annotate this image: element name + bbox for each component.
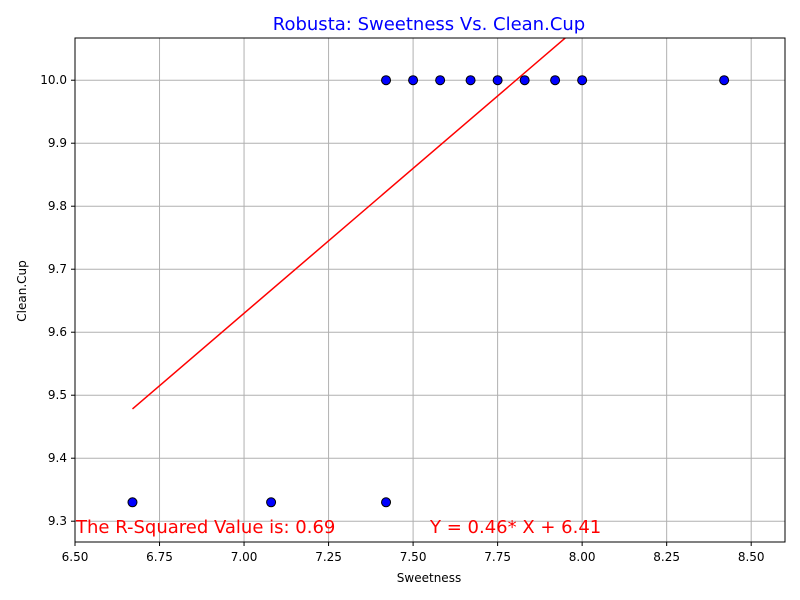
points-layer [127,75,730,508]
grid [74,38,785,542]
r-squared-annotation: The R-Squared Value is: 0.69 [75,517,335,538]
y-tick-label: 9.3 [48,514,67,528]
data-point [435,75,446,86]
y-tick-label: 9.6 [48,325,67,339]
y-tick-label: 9.9 [48,136,67,150]
data-point [127,497,138,508]
x-tick-label: 8.25 [653,550,680,564]
plot-frame [74,37,786,543]
y-tick-label: 9.4 [48,451,67,465]
data-point [465,75,476,86]
data-point [381,497,392,508]
data-point [577,75,588,86]
regression-equation-annotation: Y = 0.46* X + 6.41 [429,517,601,538]
y-axis-label: Clean.Cup [15,260,29,321]
x-tick-label: 6.50 [62,550,89,564]
x-tick-label: 8.50 [738,550,765,564]
y-tick-label: 9.5 [48,388,67,402]
data-point [519,75,530,86]
x-tick-label: 6.75 [146,550,173,564]
x-axis-ticks: 6.50 6.75 7.00 7.25 7.50 7.75 8.00 8.25 8.50 [62,542,765,564]
data-point [550,75,561,86]
x-tick-label: 8.00 [569,550,596,564]
regression-layer [131,38,567,410]
y-tick-label: 9.8 [48,199,67,213]
data-point [719,75,730,86]
y-axis-ticks: 9.3 9.4 9.5 9.6 9.7 9.8 9.9 10.0 [40,73,75,528]
x-tick-label: 7.75 [484,550,511,564]
x-tick-label: 7.50 [400,550,427,564]
data-point [266,497,277,508]
data-point [381,75,392,86]
x-axis-label: Sweetness [397,571,461,585]
plot-area [127,38,730,508]
x-tick-label: 7.00 [231,550,258,564]
regression-line [131,38,567,410]
data-point [492,75,503,86]
y-tick-label: 10.0 [40,73,67,87]
chart-title: Robusta: Sweetness Vs. Clean.Cup [273,14,585,35]
x-tick-label: 7.25 [315,550,342,564]
y-tick-label: 9.7 [48,262,67,276]
data-point [408,75,419,86]
